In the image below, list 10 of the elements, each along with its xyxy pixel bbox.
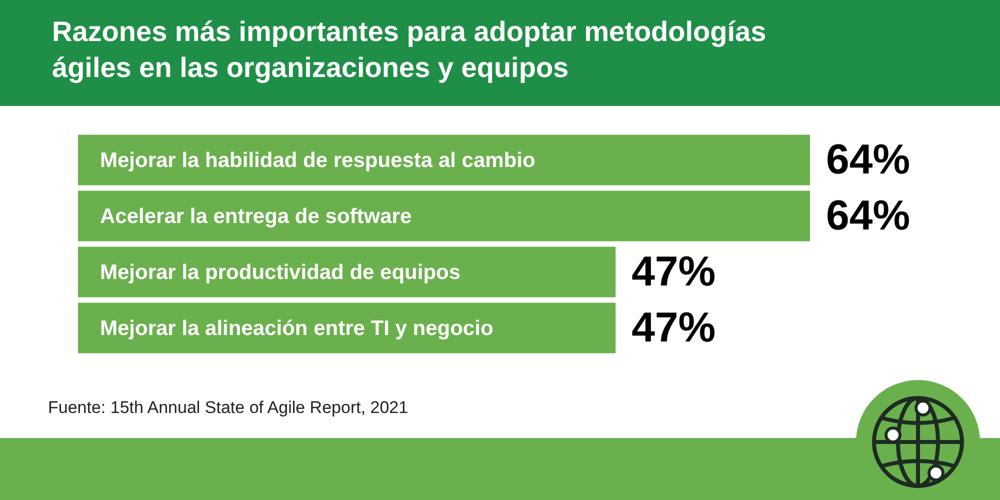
data-label: 47% [632, 304, 716, 351]
data-label: 47% [632, 248, 716, 295]
y-tick-label: Mejorar la habilidad de respuesta al cambio [100, 148, 536, 172]
data-label: 64% [826, 136, 910, 183]
y-tick-label: Mejorar la alineación entre TI y negocio [100, 316, 494, 340]
chart-title: Razones más importantes para adoptar metodologías ágiles en las organizaciones y equipos [52, 15, 768, 85]
source-note: Fuente: 15th Annual State of Agile Report, 2021 [48, 398, 408, 418]
y-tick-label: Mejorar la productividad de equipos [100, 260, 461, 284]
data-label: 64% [826, 192, 910, 239]
y-tick-label: Acelerar la entrega de software [100, 204, 412, 228]
